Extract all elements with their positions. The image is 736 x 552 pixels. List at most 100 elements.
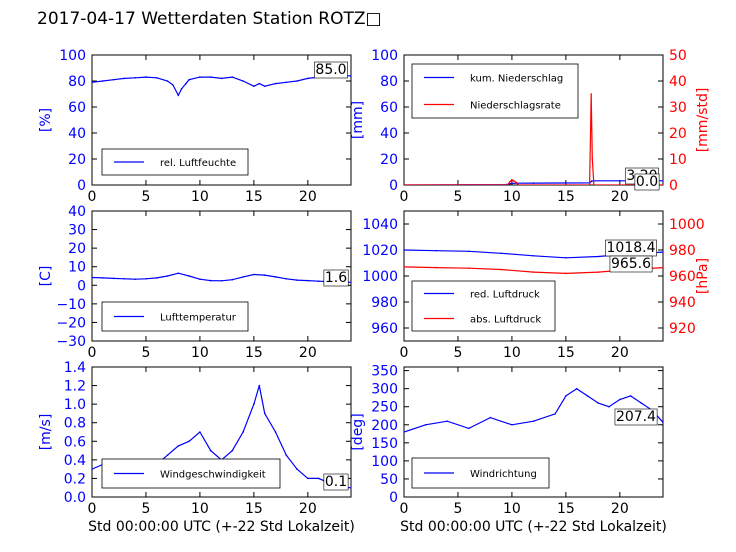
value-annotation: 0.0 xyxy=(636,174,658,190)
y-tick-label: 0.6 xyxy=(64,434,86,450)
y-axis-label: [deg] xyxy=(350,413,366,450)
data-point xyxy=(317,280,320,283)
data-point xyxy=(156,277,158,279)
data-point xyxy=(435,266,438,269)
data-point xyxy=(102,277,104,279)
y-tick-label: 0 xyxy=(389,490,398,506)
y2-tick-label: 940 xyxy=(669,295,696,311)
legend: kum. Niederschlag Niederschlagsrate xyxy=(411,63,579,119)
y2-tick-label: 0 xyxy=(669,178,678,194)
data-point xyxy=(404,249,405,251)
data-point xyxy=(517,184,520,185)
y-axis-label: [C] xyxy=(38,266,54,287)
value-annotation: 1.6 xyxy=(325,270,347,286)
data-point xyxy=(134,77,136,79)
y-tick-label: 0 xyxy=(389,178,398,194)
y-tick-label: 0 xyxy=(77,178,86,194)
data-point xyxy=(435,249,438,252)
value-annotation: 207.4 xyxy=(616,409,656,425)
x-tick-label: 20 xyxy=(299,189,317,205)
data-point xyxy=(253,273,255,276)
data-point xyxy=(640,402,643,404)
data-point xyxy=(500,252,502,255)
value-annotation-box xyxy=(634,173,660,191)
data-point xyxy=(231,449,234,452)
x-tick-label: 0 xyxy=(88,501,97,517)
data-point xyxy=(350,281,351,284)
data-point xyxy=(404,184,405,185)
value-annotation-box xyxy=(323,269,349,287)
data-point xyxy=(590,93,592,95)
x-tick-label: 5 xyxy=(453,501,462,517)
y-tick-label: 1000 xyxy=(362,269,398,285)
data-point xyxy=(554,413,556,415)
y-tick-label: 1.4 xyxy=(64,360,86,376)
legend-label: rel. Luftfeuchte xyxy=(160,158,236,169)
data-point xyxy=(565,395,567,397)
data-point xyxy=(619,398,621,401)
data-point xyxy=(209,449,212,452)
data-point xyxy=(274,82,277,85)
data-point xyxy=(629,395,632,397)
data-point xyxy=(199,278,201,281)
y-tick-label: 1.2 xyxy=(64,379,86,395)
data-point xyxy=(188,275,190,277)
data-point xyxy=(253,85,255,87)
data-point xyxy=(134,278,136,281)
value-annotation-box xyxy=(314,61,348,79)
y-tick-label: 100 xyxy=(371,454,398,470)
data-point xyxy=(350,486,351,489)
x-tick-label: 0 xyxy=(88,345,97,361)
data-point xyxy=(145,76,147,78)
data-point xyxy=(274,431,277,433)
data-point xyxy=(307,77,309,80)
y2-tick-label: 980 xyxy=(669,243,696,259)
chart-precip: 0 5 10 15 20 0 20 40 60 80 100 0 10 20 30 40 50 [mm] [mm/s… xyxy=(350,48,711,205)
y-tick-label: 40 xyxy=(380,126,398,142)
chart-wind: 0 5 10 15 20 0.0 0.2 0.4 0.6 0.8 1.0 1.2 1.4 [m/s] Std… xyxy=(38,360,355,535)
x-axis-label: Std 00:00:00 UTC (+-22 Std Lokalzeit) xyxy=(88,519,355,535)
legend: Lufttemperatur xyxy=(101,301,249,332)
x-tick-label: 0 xyxy=(88,189,97,205)
data-point xyxy=(296,468,298,470)
data-point xyxy=(177,445,180,447)
x-tick-label: 5 xyxy=(453,189,462,205)
data-point xyxy=(500,268,502,271)
y-tick-label: 100 xyxy=(59,48,86,64)
data-point xyxy=(209,279,212,282)
y-tick-label: −30 xyxy=(56,334,86,350)
data-point xyxy=(446,420,449,423)
y-tick-label: 1.0 xyxy=(64,397,86,413)
y-tick-label: 0.0 xyxy=(64,490,86,506)
x-tick-label: 0 xyxy=(400,345,409,361)
chart-temperature: 0 5 10 15 20 −30 −20 −10 0 10 20 30 40 [C] Lufttempera… xyxy=(38,204,352,361)
y-tick-label: 150 xyxy=(371,436,398,452)
legend-label: Windrichtung xyxy=(470,469,537,480)
y-tick-label: 10 xyxy=(68,260,86,276)
legend-label: Windgeschwindigkeit xyxy=(160,470,266,481)
x-tick-label: 5 xyxy=(141,345,150,361)
y-tick-label: −10 xyxy=(56,297,86,313)
x-tick-label: 0 xyxy=(400,501,409,517)
legend-label: red. Luftdruck xyxy=(470,290,540,301)
data-point xyxy=(532,255,535,257)
x-tick-label: 20 xyxy=(299,501,317,517)
data-point xyxy=(188,440,190,443)
data-point xyxy=(285,81,288,84)
data-point xyxy=(242,276,244,278)
data-point xyxy=(511,182,513,185)
legend-box xyxy=(411,280,556,332)
data-point xyxy=(591,180,593,182)
x-tick-label: 10 xyxy=(191,345,209,361)
y-tick-label: 250 xyxy=(371,400,398,416)
y-tick-label: 1020 xyxy=(362,243,398,259)
x-tick-label: 20 xyxy=(611,501,629,517)
data-point xyxy=(220,280,223,282)
data-point xyxy=(263,85,266,87)
data-point xyxy=(242,80,244,82)
y2-tick-label: 30 xyxy=(669,100,687,116)
y-tick-label: 0.8 xyxy=(64,416,86,432)
y-tick-label: 50 xyxy=(380,472,398,488)
data-point xyxy=(209,76,212,78)
